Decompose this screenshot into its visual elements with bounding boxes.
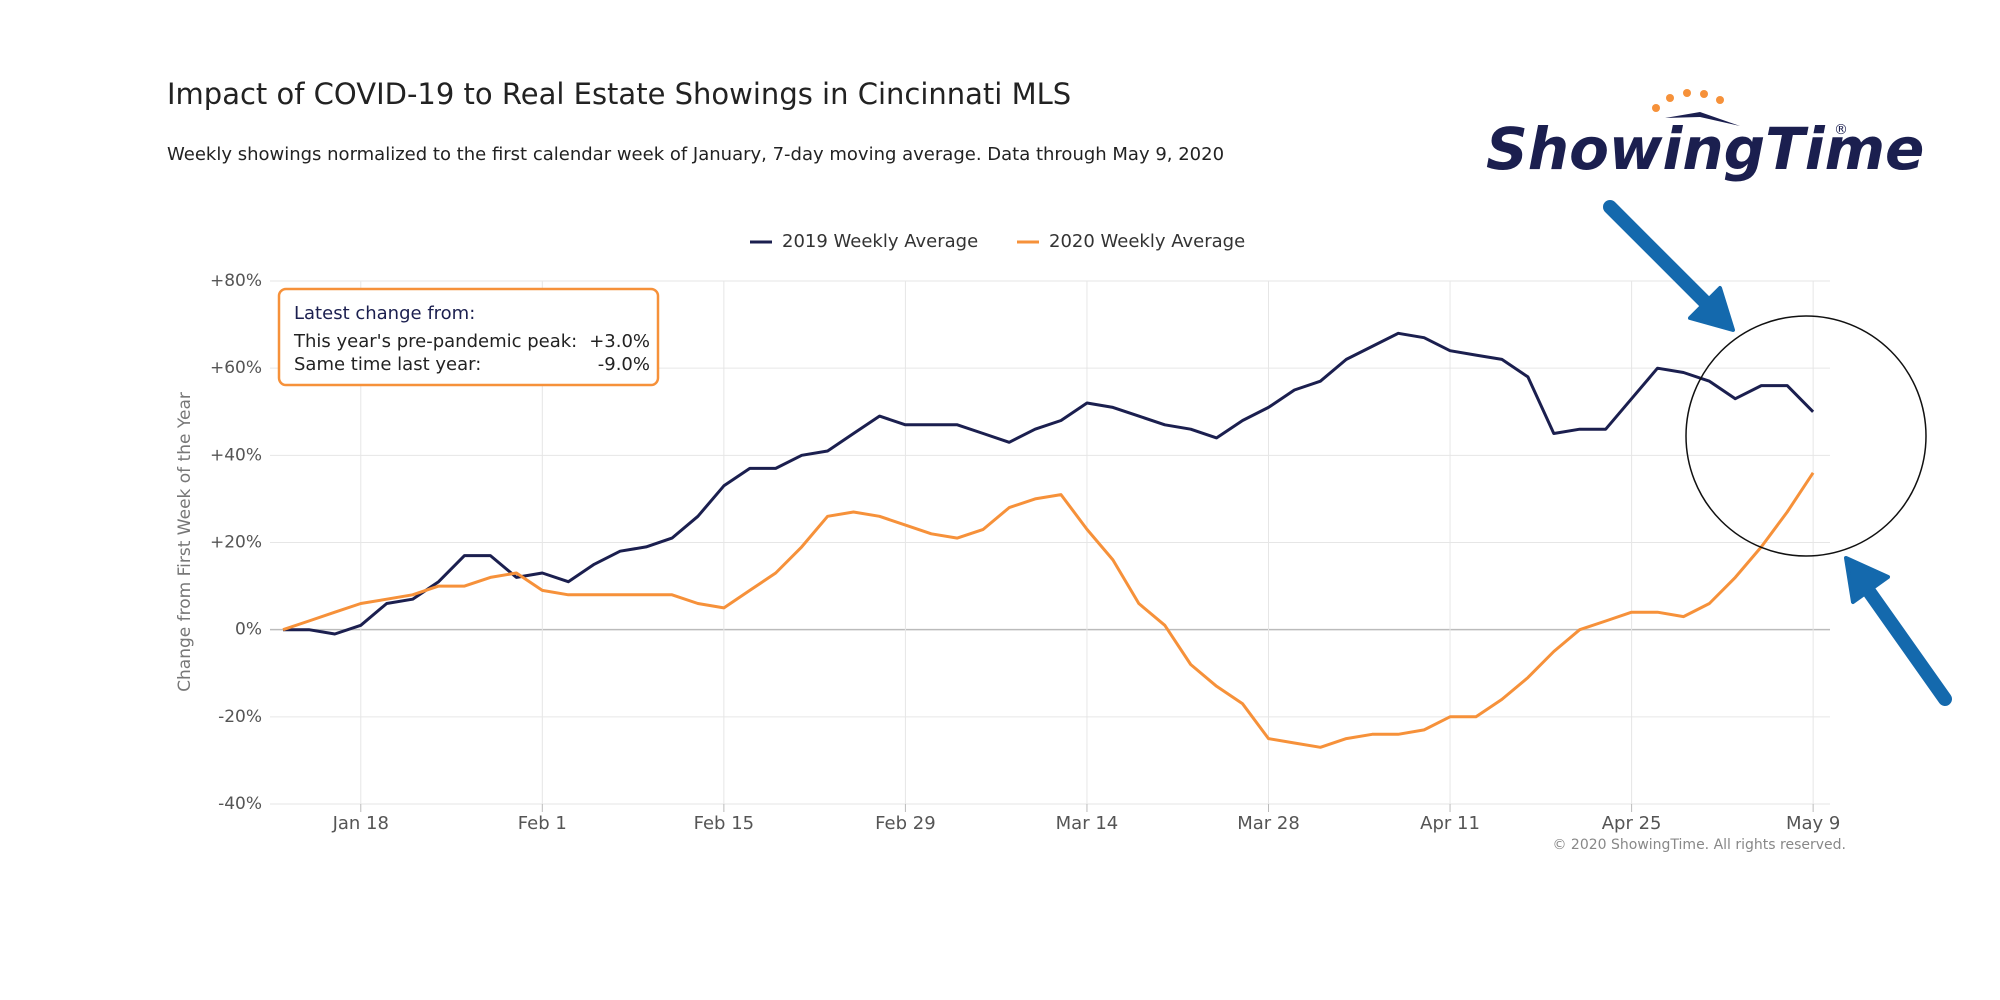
logo: ShowingTime ® (1486, 89, 1924, 183)
x-tick-label: Mar 28 (1237, 813, 1300, 834)
arrow-shaft (1861, 583, 1952, 706)
x-tick-label: Mar 14 (1056, 813, 1119, 834)
annotation-value: +3.0% (589, 331, 650, 352)
chart-title: Impact of COVID-19 to Real Estate Showin… (167, 77, 1071, 111)
y-tick-label: +20% (210, 533, 262, 553)
arrows (1603, 200, 1952, 706)
legend-label: 2020 Weekly Average (1049, 231, 1245, 252)
chart-subtitle: Weekly showings normalized to the first … (167, 144, 1224, 165)
series-line (282, 471, 1815, 749)
y-tick-label: +40% (210, 445, 262, 465)
annotation-title: Latest change from: (294, 303, 475, 324)
x-tick-label: Apr 11 (1420, 813, 1480, 834)
annotation-frame (277, 287, 660, 387)
credit: © 2020 ShowingTime. All rights reserved. (1552, 837, 1846, 853)
x-tick-label: May 9 (1786, 813, 1840, 834)
legend-label: 2019 Weekly Average (782, 231, 978, 252)
arrow-shaft (1603, 200, 1712, 309)
annotation-label: Same time last year: (294, 354, 481, 375)
x-tick-label: Feb 1 (518, 813, 567, 834)
arrow-head (1688, 286, 1735, 332)
annotation-value: -9.0% (598, 354, 650, 375)
x-tick-label: Feb 29 (875, 813, 936, 834)
x-tick-label: Apr 25 (1602, 813, 1662, 834)
arrow-head (1844, 556, 1890, 604)
annotation-label: This year's pre-pandemic peak: (293, 331, 577, 352)
annotation-box: Latest change from: This year's pre-pand… (277, 287, 660, 387)
y-tick-label: +80% (210, 271, 262, 291)
y-tick-label: +60% (210, 358, 262, 378)
y-tick-label: -20% (218, 707, 262, 727)
logo-text: ShowingTime (1486, 115, 1924, 183)
highlight-circle (1685, 315, 1927, 557)
series-line (283, 331, 1815, 636)
y-tick-label: -40% (218, 794, 262, 814)
logo-swoosh (1665, 112, 1740, 126)
x-tick-label: Jan 18 (332, 813, 389, 834)
y-tick-label: 0% (235, 620, 262, 640)
x-tick-label: Feb 15 (694, 813, 755, 834)
logo-dots (1652, 89, 1724, 112)
logo-mark: ® (1834, 122, 1848, 138)
y-axis-label: Change from First Week of the Year (175, 392, 195, 692)
